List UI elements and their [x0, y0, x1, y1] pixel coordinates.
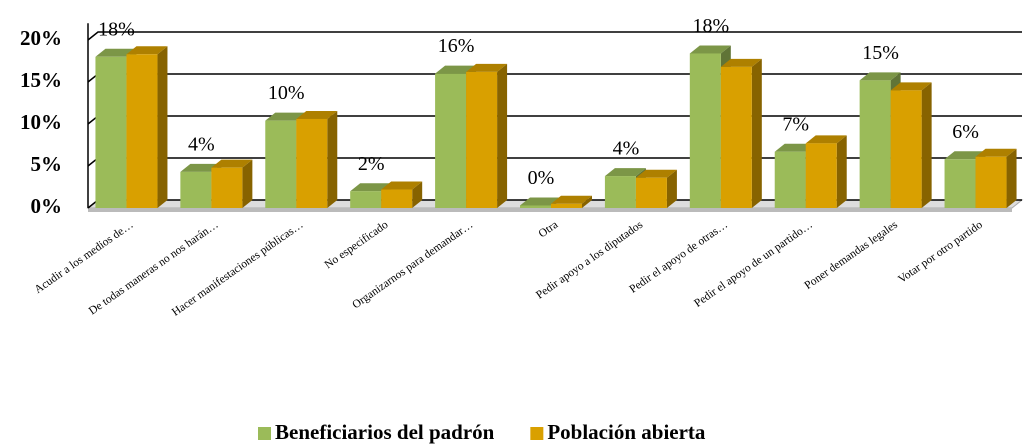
- bar-top: [265, 112, 307, 121]
- floor-edge: [88, 208, 1012, 212]
- x-tick-label: Votar por otro partido: [896, 219, 985, 286]
- bar: [435, 73, 467, 208]
- legend-label: Beneficiarios del padrón: [275, 420, 495, 444]
- bar-top: [520, 197, 561, 206]
- bar-top: [720, 58, 762, 67]
- bar-side: [1006, 148, 1017, 208]
- value-label: 15%: [862, 42, 899, 64]
- bar-top: [296, 110, 338, 119]
- value-label: 10%: [268, 82, 305, 104]
- bar-top: [689, 45, 731, 54]
- bar-side: [836, 135, 847, 208]
- value-label: 6%: [952, 121, 979, 143]
- y-tick-label: 20%: [20, 26, 62, 50]
- value-label: 2%: [358, 153, 385, 175]
- bar: [975, 156, 1007, 208]
- bar-side: [582, 195, 592, 208]
- bar-top: [435, 65, 477, 74]
- bar-side: [157, 46, 168, 208]
- bar-top: [975, 148, 1017, 157]
- legend-swatch: [530, 427, 544, 440]
- bar-top: [774, 143, 816, 152]
- bar: [890, 90, 922, 208]
- bar-top: [180, 163, 222, 172]
- y-tick-label: 0%: [31, 194, 63, 218]
- bar: [265, 120, 297, 208]
- bar-top: [211, 159, 253, 168]
- bar: [551, 203, 582, 208]
- bar: [604, 176, 636, 208]
- bar: [95, 56, 127, 208]
- bar: [211, 167, 243, 208]
- bar-top: [551, 195, 592, 204]
- bar-side: [412, 181, 423, 208]
- bar-side: [242, 159, 253, 208]
- value-label: 18%: [692, 15, 729, 37]
- bar-top: [95, 48, 137, 57]
- bar: [774, 151, 806, 208]
- bar-top: [944, 151, 986, 160]
- value-label: 7%: [782, 113, 809, 135]
- bar-side: [497, 63, 508, 208]
- value-label: 0%: [528, 167, 555, 189]
- y-tick-label: 5%: [31, 152, 63, 176]
- bar: [296, 118, 328, 208]
- bar: [944, 159, 976, 208]
- bar: [859, 80, 891, 208]
- x-tick-label: Otra: [537, 219, 561, 241]
- bar-top: [350, 183, 392, 192]
- value-label: 4%: [188, 133, 215, 155]
- value-label: 4%: [613, 138, 640, 160]
- bar: [180, 171, 212, 208]
- bar-top: [604, 168, 646, 177]
- bar-side: [751, 58, 762, 208]
- y-tick-label: 10%: [20, 110, 62, 134]
- bar: [635, 177, 667, 208]
- bar-top: [859, 72, 901, 81]
- bar-side: [327, 110, 338, 208]
- bar: [126, 54, 158, 208]
- bar: [350, 191, 382, 208]
- value-label: 18%: [98, 18, 135, 40]
- grid-line: [87, 31, 1022, 41]
- bar-top: [466, 63, 508, 72]
- bar-top: [381, 181, 423, 190]
- y-tick-label: 15%: [20, 68, 62, 92]
- bar-top: [805, 135, 847, 144]
- x-tick-label: Hacer manifestaciones públicas…: [170, 219, 306, 319]
- bar: [520, 205, 551, 208]
- value-label: 16%: [438, 35, 475, 57]
- bar-side: [921, 82, 932, 208]
- bar: [466, 71, 498, 208]
- bar: [720, 66, 752, 208]
- bar-top: [126, 46, 168, 55]
- x-tick-label: No especificado: [323, 219, 391, 272]
- legend-label: Población abierta: [547, 420, 706, 444]
- legend-swatch: [258, 427, 271, 440]
- bar: [381, 189, 413, 208]
- bar-side: [666, 169, 677, 208]
- bar: [805, 143, 837, 208]
- bar-top: [635, 169, 677, 178]
- bar-top: [890, 82, 932, 91]
- x-tick-label: Poner demandas legales: [802, 218, 900, 292]
- bar: [689, 53, 721, 208]
